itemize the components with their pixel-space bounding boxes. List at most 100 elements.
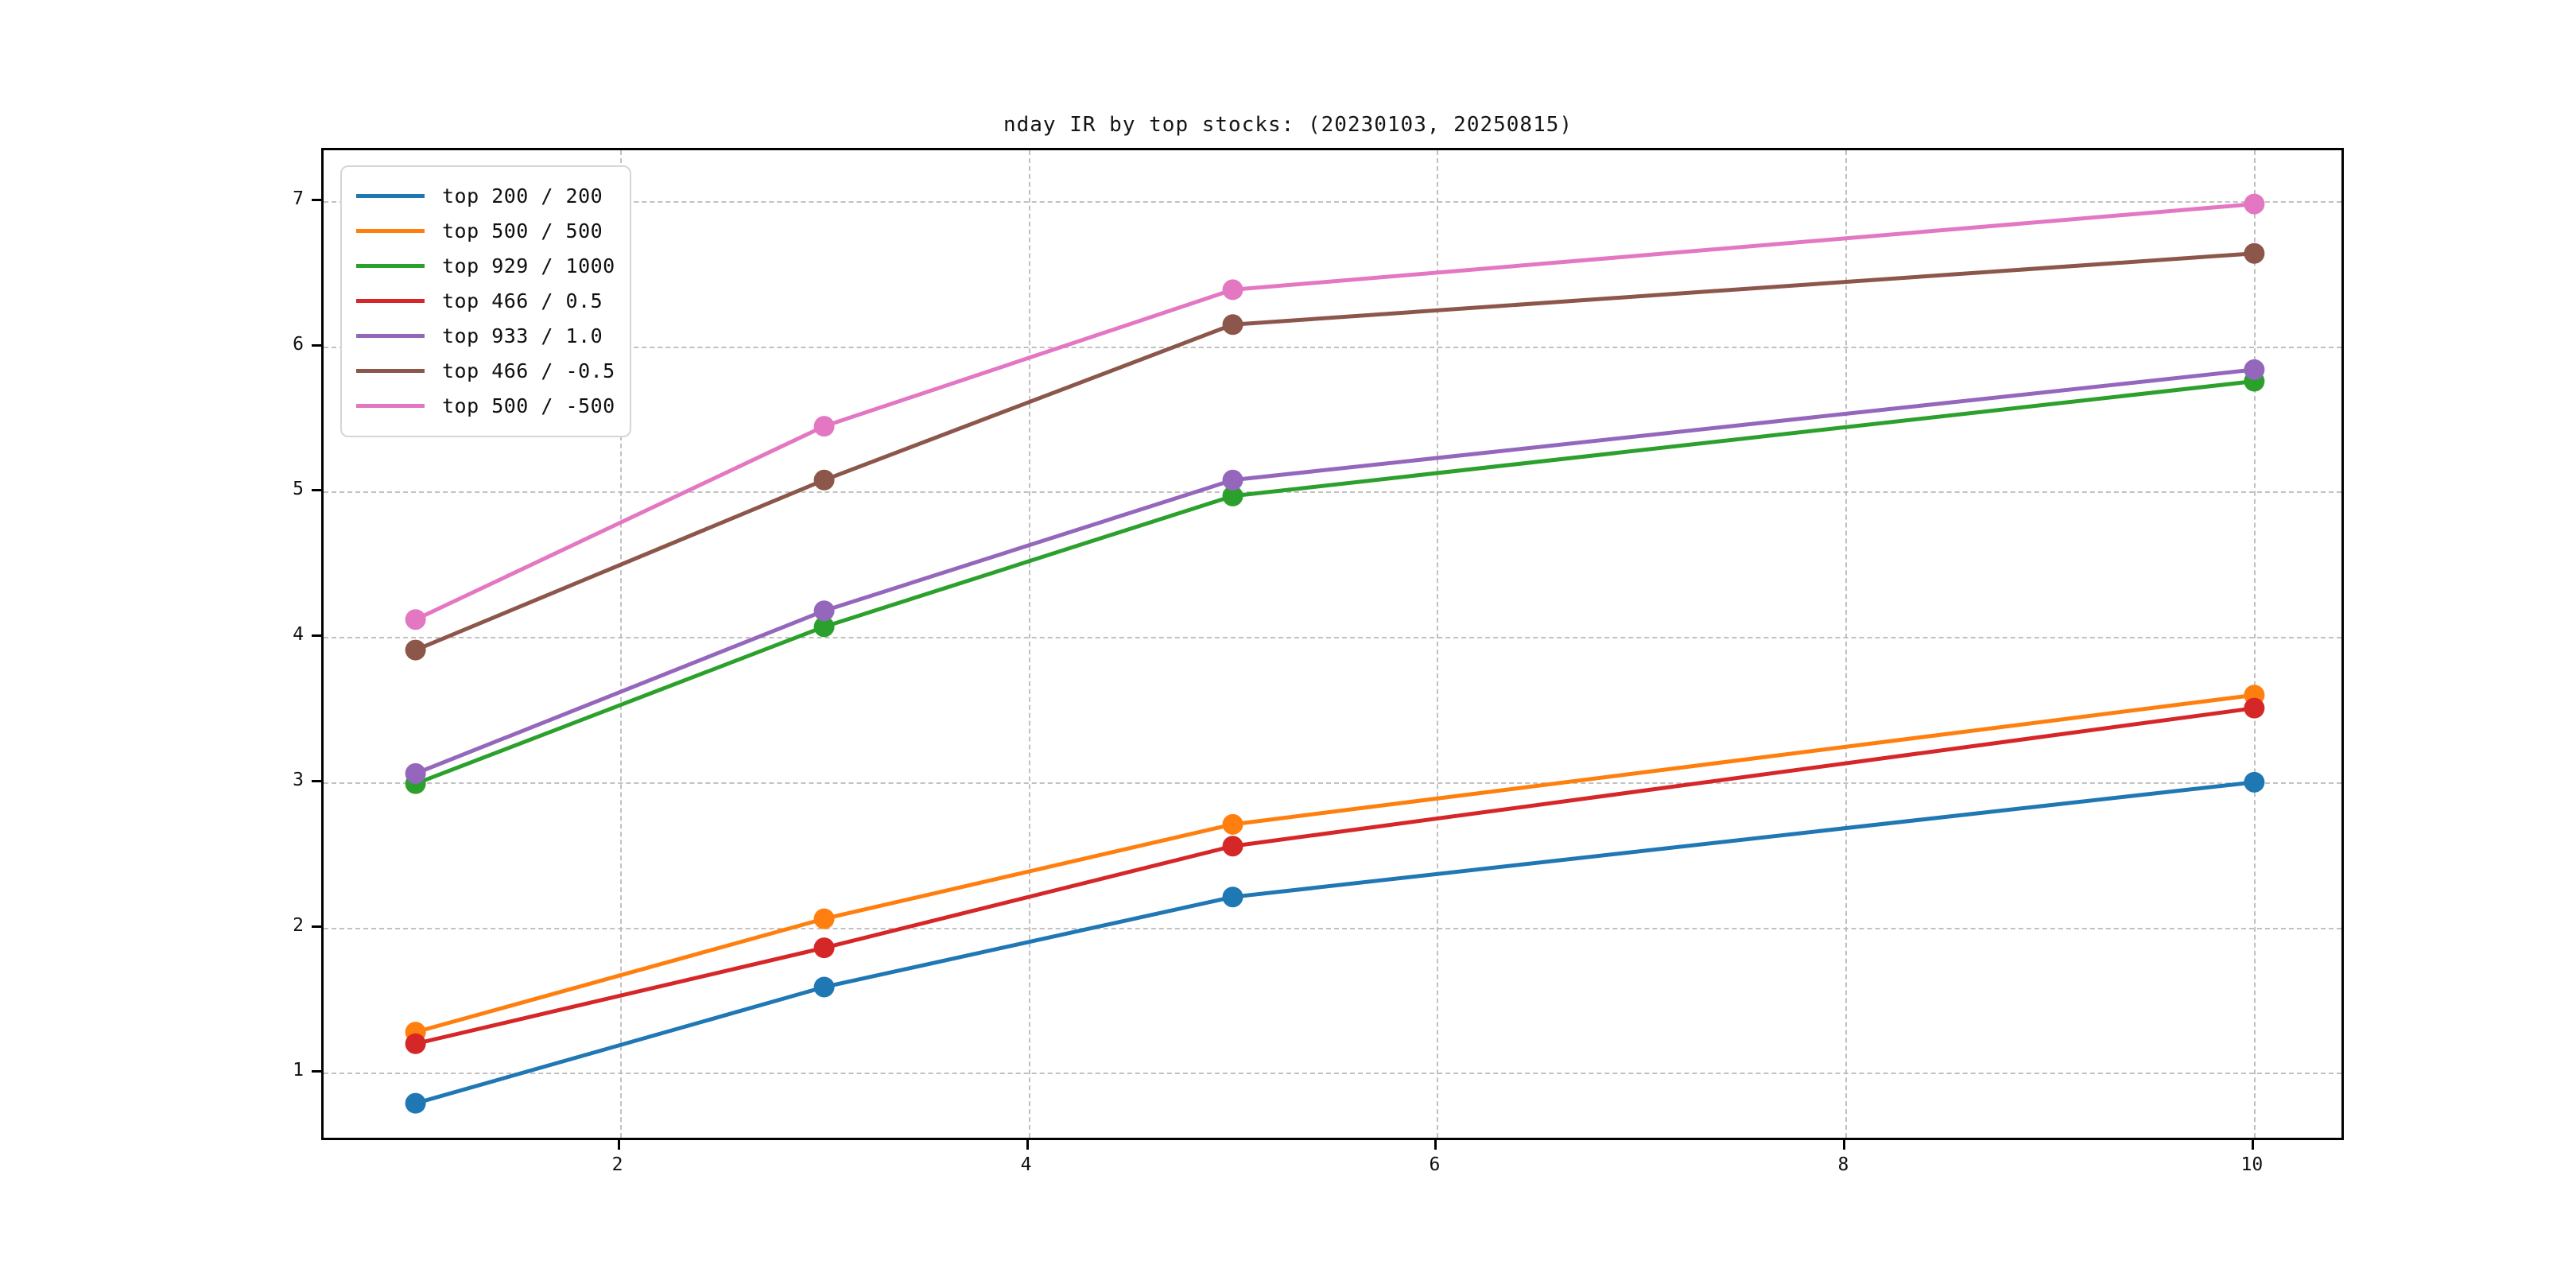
data-point-marker	[813, 469, 835, 491]
legend-item-4[interactable]: top 933 / 1.0	[356, 318, 615, 353]
data-point-marker	[1222, 469, 1243, 491]
data-point-marker	[1222, 836, 1243, 857]
legend-color-swatch	[356, 263, 425, 268]
data-point-marker	[813, 616, 835, 638]
data-point-marker	[813, 416, 835, 437]
data-point-marker	[813, 908, 835, 929]
gridline-vertical	[1845, 150, 1848, 1138]
series-line	[413, 379, 2256, 786]
y-tick-mark	[312, 925, 321, 928]
legend-item-label: top 200 / 200	[442, 184, 603, 208]
legend-item-label: top 500 / 500	[442, 219, 603, 242]
data-point-marker	[405, 762, 426, 784]
x-tick-label: 4	[1020, 1154, 1032, 1175]
series-3	[405, 697, 2265, 1054]
y-tick-mark	[312, 1070, 321, 1073]
series-1	[405, 685, 2265, 1043]
y-tick-label: 6	[293, 333, 304, 355]
legend-color-swatch	[356, 403, 425, 408]
chart-legend[interactable]: top 200 / 200 top 500 / 500 top 929 / 1000…	[340, 165, 631, 437]
data-point-marker	[2244, 359, 2265, 380]
gridline-horizontal	[324, 637, 2341, 639]
plot-area	[324, 150, 2341, 1138]
legend-item-label: top 929 / 1000	[442, 254, 615, 277]
series-line	[413, 251, 2256, 653]
y-tick-mark	[312, 489, 321, 492]
legend-item-0[interactable]: top 200 / 200	[356, 178, 615, 213]
data-point-marker	[405, 639, 426, 661]
gridline-horizontal	[324, 346, 2341, 348]
y-tick-label: 2	[293, 914, 304, 936]
legend-item-label: top 500 / -500	[442, 394, 615, 417]
series-6	[405, 193, 2265, 630]
data-point-marker	[813, 600, 835, 622]
data-point-marker	[1222, 279, 1243, 301]
x-tick-label: 2	[611, 1154, 623, 1175]
x-tick-mark	[2252, 1140, 2255, 1150]
data-point-marker	[813, 976, 835, 998]
series-5	[405, 242, 2265, 661]
legend-item-label: top 466 / -0.5	[442, 359, 615, 382]
series-line	[413, 692, 2256, 1034]
y-tick-label: 4	[293, 624, 304, 646]
data-point-marker	[1222, 485, 1243, 506]
x-tick-mark	[1026, 1140, 1029, 1150]
series-line	[413, 706, 2256, 1046]
y-tick-label: 3	[293, 769, 304, 790]
gridline-vertical	[1028, 150, 1030, 1138]
x-tick-label: 10	[2240, 1154, 2264, 1175]
series-line	[413, 202, 2256, 622]
gridline-horizontal	[324, 782, 2341, 784]
series-line	[413, 367, 2256, 776]
gridline-horizontal	[324, 1073, 2341, 1075]
x-tick-mark	[1434, 1140, 1437, 1150]
legend-color-swatch	[356, 228, 425, 233]
data-point-marker	[405, 609, 426, 630]
y-tick-mark	[312, 634, 321, 638]
data-point-marker	[2244, 242, 2265, 264]
gridline-vertical	[2254, 150, 2256, 1138]
data-point-marker	[2244, 697, 2265, 719]
x-tick-label: 8	[1837, 1154, 1849, 1175]
data-point-marker	[405, 1033, 426, 1054]
data-point-marker	[1222, 314, 1243, 336]
series-line	[413, 780, 2256, 1106]
legend-item-5[interactable]: top 466 / -0.5	[356, 353, 615, 388]
legend-color-swatch	[356, 298, 425, 303]
legend-item-6[interactable]: top 500 / -500	[356, 388, 615, 423]
legend-item-label: top 466 / 0.5	[442, 289, 603, 312]
gridline-horizontal	[324, 491, 2341, 494]
chart-title: nday IR by top stocks: (20230103, 202508…	[1003, 113, 1573, 137]
legend-color-swatch	[356, 333, 425, 338]
gridline-vertical	[619, 150, 622, 1138]
legend-item-2[interactable]: top 929 / 1000	[356, 248, 615, 283]
legend-color-swatch	[356, 368, 425, 373]
x-tick-label: 6	[1429, 1154, 1441, 1175]
series-0	[405, 771, 2265, 1114]
y-tick-mark	[312, 343, 321, 347]
legend-item-1[interactable]: top 500 / 500	[356, 213, 615, 248]
data-point-marker	[1222, 813, 1243, 835]
data-point-marker	[813, 937, 835, 959]
legend-item-label: top 933 / 1.0	[442, 324, 603, 347]
gridline-vertical	[1437, 150, 1439, 1138]
data-point-marker	[405, 1092, 426, 1114]
legend-color-swatch	[356, 193, 425, 198]
data-point-marker	[1222, 886, 1243, 908]
y-tick-label: 7	[293, 188, 304, 209]
data-point-marker	[2244, 771, 2265, 793]
plot-axes	[321, 148, 2344, 1140]
series-lines-layer	[405, 193, 2265, 1114]
data-point-marker	[2244, 193, 2265, 215]
y-tick-mark	[312, 198, 321, 201]
x-tick-mark	[617, 1140, 620, 1150]
y-tick-label: 5	[293, 479, 304, 500]
y-tick-label: 1	[293, 1060, 304, 1081]
series-4	[405, 359, 2265, 784]
legend-item-3[interactable]: top 466 / 0.5	[356, 283, 615, 318]
x-tick-mark	[1843, 1140, 1846, 1150]
gridline-horizontal	[324, 200, 2341, 203]
gridline-horizontal	[324, 927, 2341, 929]
y-tick-mark	[312, 779, 321, 782]
